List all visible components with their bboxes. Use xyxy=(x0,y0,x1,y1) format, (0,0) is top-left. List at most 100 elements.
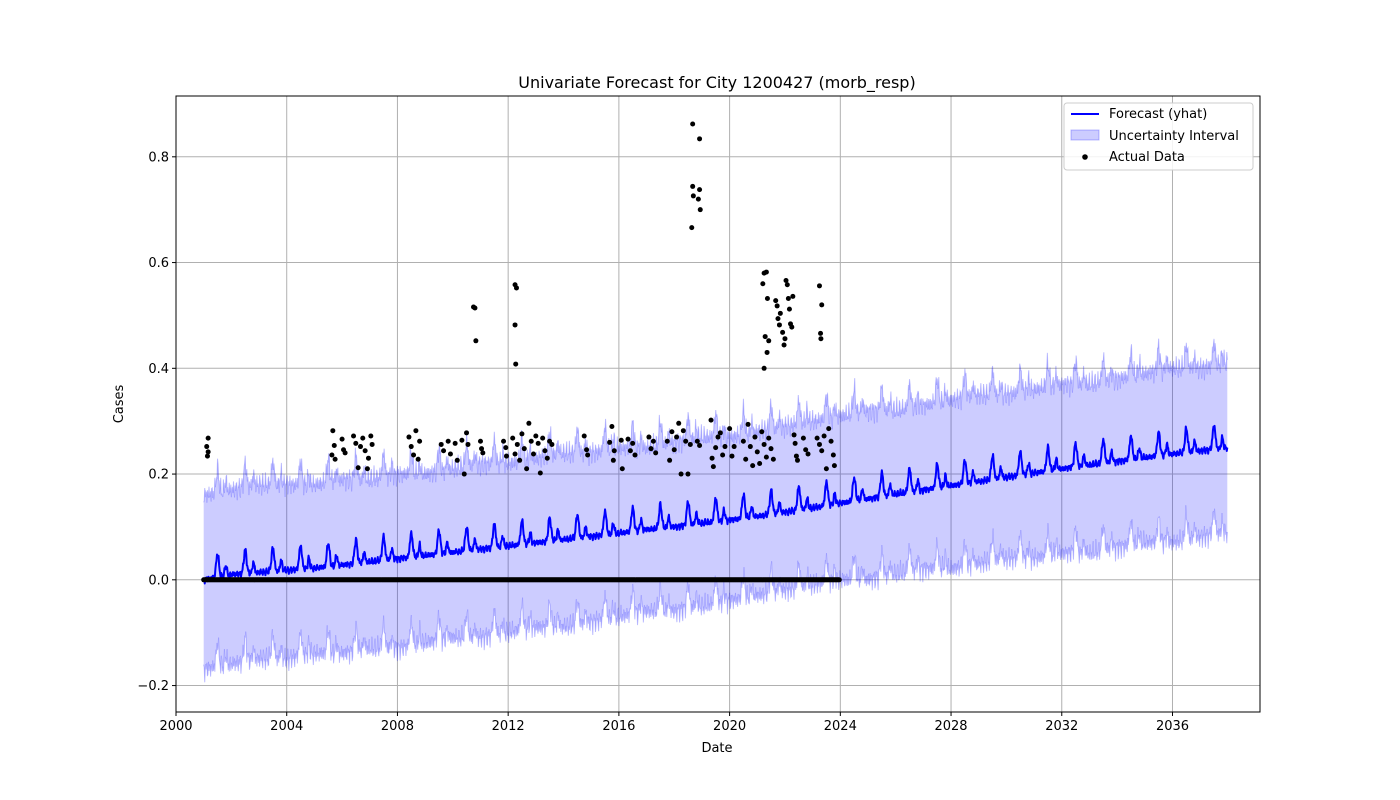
actual-point xyxy=(524,466,530,472)
actual-point xyxy=(830,452,836,458)
actual-point xyxy=(697,443,703,449)
actual-point xyxy=(709,455,715,461)
actual-point xyxy=(618,437,624,443)
actual-point-zero xyxy=(836,577,842,583)
actual-point xyxy=(831,463,837,469)
actual-point xyxy=(690,121,696,127)
actual-point xyxy=(358,444,364,450)
actual-point xyxy=(204,444,210,450)
x-tick-label: 2012 xyxy=(492,719,525,734)
actual-point xyxy=(708,417,714,423)
uncertainty-band xyxy=(203,338,1228,683)
plot-frame xyxy=(175,95,1261,713)
actual-point xyxy=(627,448,633,454)
actual-point xyxy=(648,446,654,452)
actual-point xyxy=(369,441,375,447)
actual-point xyxy=(761,365,767,371)
actual-point xyxy=(332,456,338,462)
forecast-line xyxy=(202,424,1229,585)
actual-point xyxy=(729,453,735,459)
actual-point xyxy=(713,445,719,451)
actual-point xyxy=(777,310,783,316)
actual-points xyxy=(201,121,842,583)
x-tick-label: 2028 xyxy=(934,719,967,734)
actual-point xyxy=(479,446,485,452)
actual-point xyxy=(826,426,832,432)
actual-point xyxy=(329,452,335,458)
actual-point xyxy=(355,465,361,471)
actual-point xyxy=(697,136,703,142)
x-axis-ticks: 2000 2004 2008 2012 2016 2020 2024 2028 2032 2036 xyxy=(159,712,1189,734)
actual-point xyxy=(800,435,806,441)
actual-point xyxy=(611,448,617,454)
actual-point xyxy=(542,448,548,454)
actual-point xyxy=(521,446,527,452)
actual-point xyxy=(607,439,613,445)
actual-point xyxy=(764,349,770,355)
actual-point xyxy=(472,305,478,311)
actual-point xyxy=(406,434,412,440)
actual-point xyxy=(784,282,790,288)
actual-point xyxy=(664,438,670,444)
actual-point xyxy=(619,466,625,472)
actual-point xyxy=(674,434,680,440)
actual-point xyxy=(503,453,509,459)
actual-point xyxy=(747,444,753,450)
actual-point xyxy=(766,338,772,344)
actual-point xyxy=(408,444,414,450)
x-tick-label: 2020 xyxy=(713,719,746,734)
x-axis-label: Date xyxy=(701,741,732,756)
actual-point xyxy=(694,438,700,444)
actual-point xyxy=(752,434,758,440)
actual-point xyxy=(461,471,467,477)
actual-point xyxy=(780,329,786,335)
legend: Forecast (yhat) Uncertainty Interval Act… xyxy=(1063,102,1254,171)
actual-point xyxy=(625,436,631,442)
actual-point xyxy=(762,334,768,340)
actual-point xyxy=(445,438,451,444)
actual-point xyxy=(650,438,656,444)
actual-point xyxy=(581,433,587,439)
actual-point xyxy=(770,456,776,462)
actual-point xyxy=(540,435,546,441)
actual-point xyxy=(533,433,539,439)
actual-point xyxy=(526,420,532,426)
actual-point xyxy=(727,426,733,432)
actual-point xyxy=(339,436,345,442)
actual-point xyxy=(447,451,453,457)
actual-point xyxy=(528,438,534,444)
actual-point xyxy=(690,193,696,199)
actual-point xyxy=(776,322,782,328)
actual-point xyxy=(680,428,686,434)
uncertainty-upper-edge xyxy=(203,338,1228,503)
actual-point xyxy=(818,330,824,336)
y-tick-label: 0.4 xyxy=(148,362,169,377)
actual-point xyxy=(720,452,726,458)
actual-point xyxy=(697,207,703,213)
actual-point xyxy=(785,296,791,302)
actual-point xyxy=(514,441,520,447)
actual-point xyxy=(360,435,366,441)
actual-point xyxy=(775,316,781,322)
actual-point xyxy=(789,324,795,330)
actual-point xyxy=(535,440,541,446)
actual-point xyxy=(413,428,419,434)
actual-point xyxy=(818,336,824,342)
actual-point xyxy=(690,183,696,189)
x-tick-label: 2024 xyxy=(824,719,857,734)
actual-point xyxy=(805,451,811,457)
actual-point xyxy=(417,438,423,444)
actual-point xyxy=(510,435,516,441)
actual-point xyxy=(763,454,769,460)
legend-interval-swatch xyxy=(1070,129,1100,141)
actual-point xyxy=(503,445,509,451)
actual-point xyxy=(766,435,772,441)
legend-actual-swatch xyxy=(1082,154,1088,160)
actual-point xyxy=(717,430,723,436)
actual-point xyxy=(828,438,834,444)
actual-point xyxy=(513,361,519,367)
x-tick-label: 2016 xyxy=(602,719,635,734)
actual-point xyxy=(362,448,368,454)
x-tick-label: 2032 xyxy=(1045,719,1078,734)
